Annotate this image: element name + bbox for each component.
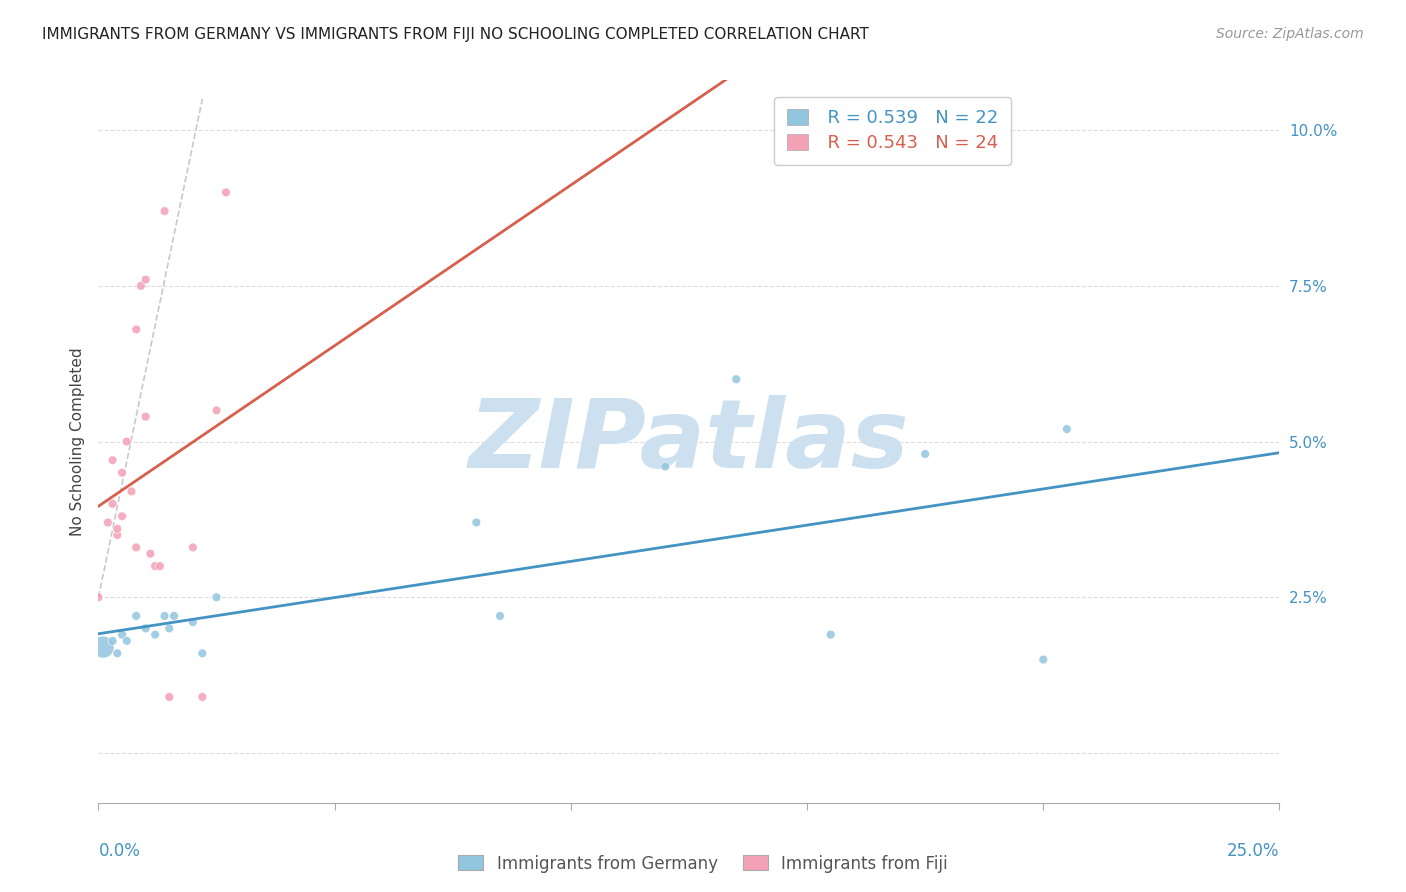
Point (205, 591, 228, 605)
Point (115, 434, 138, 449)
Point (105, 522, 128, 536)
Point (914, 447, 936, 461)
Legend: Immigrants from Germany, Immigrants from Fiji: Immigrants from Germany, Immigrants from… (451, 848, 955, 880)
Point (101, 453, 124, 467)
Point (820, 627, 842, 641)
Point (125, 609, 148, 624)
Point (125, 541, 148, 555)
Legend:   R = 0.539   N = 22,   R = 0.543   N = 24: R = 0.539 N = 22, R = 0.543 N = 24 (775, 96, 1011, 165)
Point (87, 591, 110, 605)
Point (157, 690, 180, 704)
Point (111, 627, 134, 641)
Point (135, 272, 157, 286)
Point (153, 609, 176, 624)
Point (101, 497, 124, 511)
Y-axis label: No Schooling Completed: No Schooling Completed (69, 347, 84, 536)
Point (143, 627, 166, 641)
Text: Source: ZipAtlas.com: Source: ZipAtlas.com (1216, 27, 1364, 41)
Point (153, 204, 176, 219)
Point (115, 633, 138, 648)
Point (654, 459, 676, 474)
Point (101, 633, 124, 648)
Point (125, 322, 148, 336)
Point (149, 559, 172, 574)
Point (129, 278, 152, 293)
Point (181, 541, 204, 555)
Text: ZIPatlas: ZIPatlas (468, 395, 910, 488)
Point (111, 509, 134, 524)
Point (105, 528, 128, 542)
Point (465, 516, 488, 530)
Point (181, 615, 204, 630)
Point (105, 646, 128, 660)
Text: 0.0%: 0.0% (98, 842, 141, 860)
Point (191, 646, 214, 660)
Point (111, 466, 134, 480)
Text: 25.0%: 25.0% (1227, 842, 1279, 860)
Point (1032, 652, 1054, 666)
Point (139, 547, 162, 561)
Point (725, 372, 748, 386)
Point (97, 516, 120, 530)
Point (135, 409, 157, 424)
Point (91, 640, 114, 654)
Point (1056, 422, 1078, 436)
Point (157, 621, 180, 635)
Point (489, 609, 512, 624)
Point (163, 609, 186, 624)
Point (121, 484, 143, 499)
Point (191, 690, 214, 704)
Point (215, 186, 238, 200)
Point (135, 621, 157, 635)
Text: IMMIGRANTS FROM GERMANY VS IMMIGRANTS FROM FIJI NO SCHOOLING COMPLETED CORRELATI: IMMIGRANTS FROM GERMANY VS IMMIGRANTS FR… (42, 27, 869, 42)
Point (205, 403, 228, 417)
Point (143, 559, 166, 574)
